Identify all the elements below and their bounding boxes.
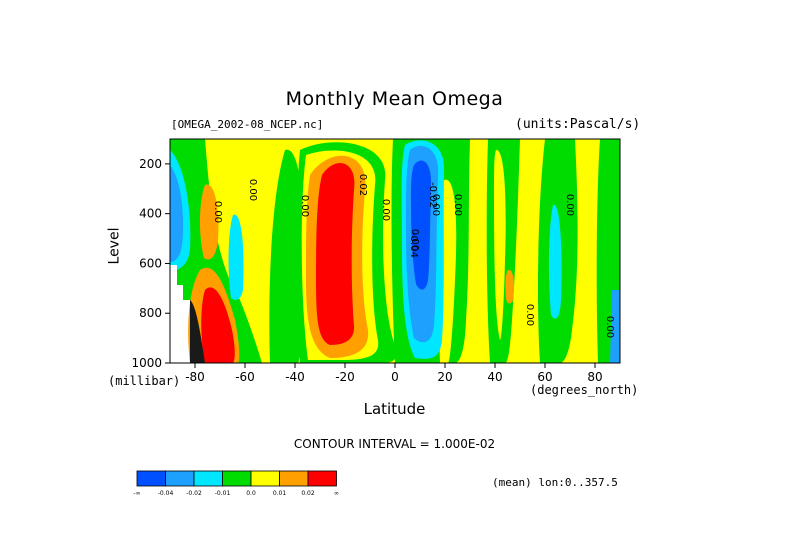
- x-axis-unit: (degrees_north): [530, 383, 639, 397]
- field-red-core: [316, 163, 355, 345]
- contour-label: -0.02: [427, 182, 438, 208]
- contour-label: 0.00: [409, 229, 420, 251]
- colorbar-swatch: [250, 470, 280, 487]
- y-axis-unit: (millibar): [108, 374, 181, 388]
- y-axis: 200 400 600 800 1000: [131, 157, 170, 370]
- y-tick-label: 400: [139, 207, 162, 221]
- x-axis-label: Latitude: [363, 400, 426, 418]
- contour-label: 0.00: [212, 201, 223, 223]
- field-green-col-1: [269, 149, 304, 363]
- y-tick-label: 200: [139, 157, 162, 171]
- colorbar-label: 0.01: [273, 490, 287, 497]
- longitude-range: (mean) lon:0..357.5: [492, 476, 618, 489]
- colorbar-label: -0.01: [215, 490, 231, 497]
- x-tick-label: -80: [185, 370, 205, 384]
- contour-label: 0.00: [452, 194, 463, 216]
- field-orange-north: [505, 269, 514, 304]
- contour-label: 0.02: [357, 174, 368, 196]
- field-blue-north: [610, 290, 620, 363]
- y-tick-label: 600: [139, 256, 162, 270]
- contour-label: -0.04: [408, 232, 419, 258]
- colorbar-swatch: [222, 470, 252, 487]
- field-white-south: [170, 265, 190, 363]
- x-tick-label: -60: [235, 370, 255, 384]
- contour-labels: 0.000.000.000.020.000.000.00 0.00-0.02-0.…: [212, 174, 615, 338]
- field-black-south: [190, 300, 205, 363]
- chart-title: Monthly Mean Omega: [285, 88, 504, 110]
- colorbar-label: 0.02: [301, 490, 315, 497]
- colorbar-swatch: [307, 470, 337, 487]
- colorbar-swatch: [136, 470, 166, 487]
- x-tick-label: 60: [537, 370, 552, 384]
- field-cyan-col-3: [548, 204, 562, 319]
- contour-label: 0.00: [564, 194, 575, 216]
- contour-label: 0.00: [247, 179, 258, 201]
- colorbar: -∞ -0.04 -0.02 -0.01 0.0 0.01 0.02 ∞: [133, 470, 339, 497]
- x-tick-label: 20: [437, 370, 452, 384]
- colorbar-label: -∞: [133, 490, 140, 497]
- field-cyan-south-2: [228, 214, 244, 300]
- field-red-south: [201, 287, 235, 363]
- colorbar-label: -0.04: [158, 490, 174, 497]
- x-axis: -80 -60 -40 -20 0 20 40 60 80: [185, 363, 603, 384]
- y-tick-label: 1000: [131, 356, 162, 370]
- field-orange-south-2: [199, 184, 219, 260]
- x-tick-label: -40: [285, 370, 305, 384]
- field-lightblue-south: [170, 165, 184, 262]
- units-label: (units:Pascal/s): [515, 117, 641, 132]
- colorbar-label: ∞: [334, 490, 339, 497]
- file-label: [OMEGA_2002-08_NCEP.nc]: [171, 118, 324, 131]
- colorbar-swatch: [279, 470, 309, 487]
- colorbar-swatch: [165, 470, 195, 487]
- field-blue-eq: [411, 160, 432, 290]
- x-tick-label: 40: [487, 370, 502, 384]
- contour-label: 0.00: [299, 195, 310, 217]
- contour-field: [170, 139, 620, 363]
- contour-label: 0.00: [524, 304, 535, 326]
- x-tick-label: 0: [391, 370, 399, 384]
- x-tick-label: 80: [587, 370, 602, 384]
- contour-interval: CONTOUR INTERVAL = 1.000E-02: [293, 437, 496, 451]
- contour-label: 0.00: [430, 194, 441, 216]
- colorbar-label: -0.02: [186, 490, 202, 497]
- field-yellow-col-2: [494, 149, 506, 340]
- contour-label: 0.00: [604, 316, 615, 338]
- y-tick-label: 800: [139, 306, 162, 320]
- x-tick-label: -20: [335, 370, 355, 384]
- contour-label: 0.00: [380, 199, 391, 221]
- colorbar-label: 0.0: [246, 490, 256, 497]
- colorbar-swatch: [193, 470, 223, 487]
